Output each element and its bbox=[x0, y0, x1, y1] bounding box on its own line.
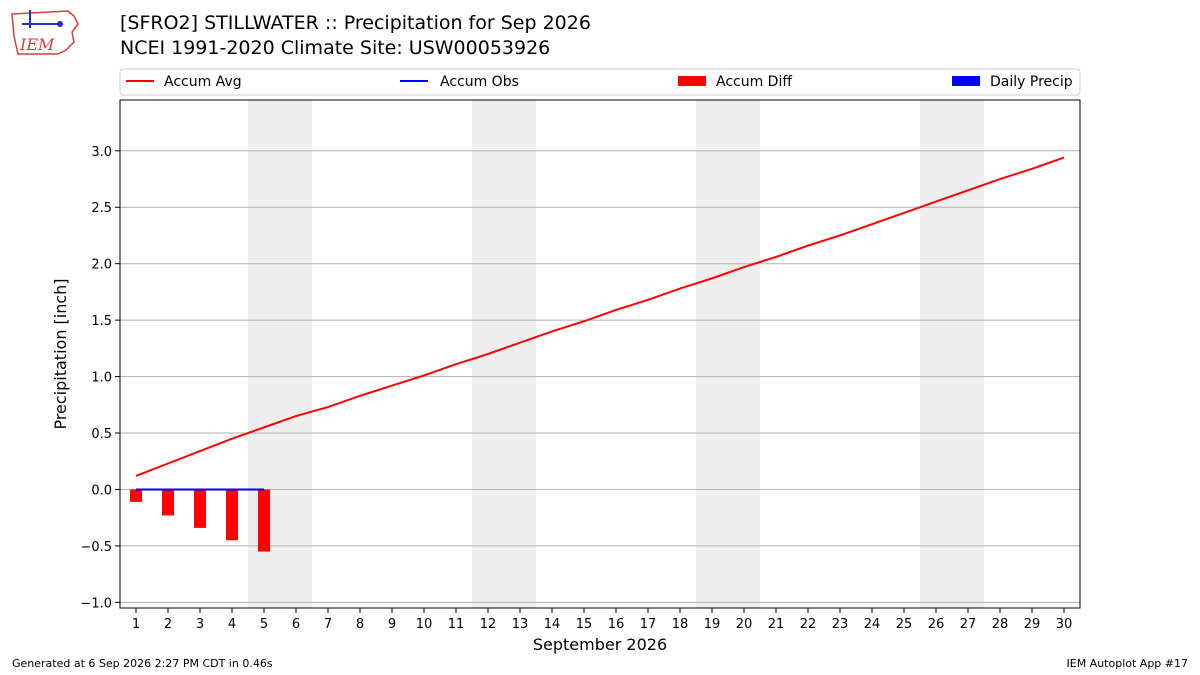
legend-accum-diff-label: Accum Diff bbox=[716, 74, 792, 90]
x-tick-label: 26 bbox=[928, 617, 945, 632]
chart-title: [SFRO2] STILLWATER :: Precipitation for … bbox=[120, 12, 591, 34]
x-tick-label: 25 bbox=[896, 617, 913, 632]
x-tick-label: 3 bbox=[196, 617, 204, 632]
x-tick-label: 16 bbox=[608, 617, 625, 632]
bar-accum-diff-day-1 bbox=[130, 489, 142, 502]
y-tick-label: 0.5 bbox=[91, 427, 112, 442]
x-tick-label: 22 bbox=[800, 617, 817, 632]
x-tick-label: 4 bbox=[228, 617, 236, 632]
y-tick-label: 1.0 bbox=[91, 371, 112, 386]
x-tick-label: 17 bbox=[640, 617, 657, 632]
legend-daily-precip-label: Daily Precip bbox=[990, 74, 1073, 90]
weekend-band-27 bbox=[952, 100, 984, 608]
y-tick-label: 2.0 bbox=[91, 258, 112, 273]
legend-daily-precip-swatch bbox=[952, 76, 980, 86]
x-tick-label: 1 bbox=[132, 617, 140, 632]
app-credit: IEM Autoplot App #17 bbox=[1066, 657, 1189, 670]
x-tick-label: 20 bbox=[736, 617, 753, 632]
y-axis-ticks: −1.0 −0.5 0.0 0.5 1.0 1.5 2.0 2.5 3.0 bbox=[80, 145, 120, 611]
x-tick-label: 8 bbox=[356, 617, 364, 632]
x-tick-label: 7 bbox=[324, 617, 332, 632]
weekend-band-20 bbox=[728, 100, 760, 608]
x-tick-label: 12 bbox=[480, 617, 497, 632]
line-accum-avg bbox=[135, 156, 1065, 477]
x-axis-ticks: 1 2 3 4 5 6 7 8 9 10 11 12 13 14 15 16 17 18 19 20 21 22 23 24 2… bbox=[132, 608, 1072, 632]
iem-logo: IEM bbox=[11, 10, 79, 55]
x-tick-label: 10 bbox=[416, 617, 433, 632]
logo-text: IEM bbox=[19, 35, 55, 54]
x-tick-label: 6 bbox=[292, 617, 300, 632]
x-tick-label: 15 bbox=[576, 617, 593, 632]
bars bbox=[130, 489, 270, 552]
legend-box bbox=[119, 68, 1081, 96]
x-tick-label: 14 bbox=[544, 617, 561, 632]
legend-accum-obs-label: Accum Obs bbox=[440, 74, 519, 90]
bar-accum-diff-day-3 bbox=[194, 489, 206, 528]
grid-lines bbox=[120, 150, 1080, 603]
bar-accum-diff-day-4 bbox=[226, 489, 238, 541]
x-tick-label: 13 bbox=[512, 617, 529, 632]
y-axis-label: Precipitation [inch] bbox=[51, 278, 70, 429]
weekend-shading bbox=[248, 100, 984, 608]
x-tick-label: 11 bbox=[448, 617, 465, 632]
y-tick-label: 3.0 bbox=[91, 145, 112, 160]
x-tick-label: 5 bbox=[260, 617, 268, 632]
weekend-band-13 bbox=[504, 100, 536, 608]
anemometer-cup bbox=[57, 21, 63, 27]
bar-accum-diff-day-2 bbox=[162, 489, 174, 516]
y-tick-label: 2.5 bbox=[91, 201, 112, 216]
x-tick-label: 9 bbox=[388, 617, 396, 632]
chart-subtitle: NCEI 1991-2020 Climate Site: USW00053926 bbox=[120, 37, 551, 59]
x-axis-label: September 2026 bbox=[533, 635, 667, 654]
x-tick-label: 19 bbox=[704, 617, 721, 632]
weekend-band-19 bbox=[696, 100, 728, 608]
x-tick-label: 28 bbox=[992, 617, 1009, 632]
y-tick-label: −0.5 bbox=[80, 540, 112, 555]
plot-frame bbox=[119, 99, 1081, 609]
x-tick-label: 21 bbox=[768, 617, 785, 632]
generated-note: Generated at 6 Sep 2026 2:27 PM CDT in 0… bbox=[12, 657, 273, 670]
x-tick-label: 30 bbox=[1056, 617, 1073, 632]
legend: Accum Avg Accum Obs Accum Diff Daily Precip bbox=[119, 68, 1081, 96]
y-tick-label: 1.5 bbox=[91, 314, 112, 329]
x-tick-label: 24 bbox=[864, 617, 881, 632]
weekend-band-6 bbox=[280, 100, 312, 608]
x-tick-label: 18 bbox=[672, 617, 689, 632]
bar-accum-diff-day-5 bbox=[258, 489, 270, 552]
y-tick-label: 0.0 bbox=[91, 483, 112, 498]
legend-accum-avg-label: Accum Avg bbox=[164, 74, 242, 90]
x-tick-label: 27 bbox=[960, 617, 977, 632]
weekend-band-26 bbox=[920, 100, 952, 608]
y-tick-label: −1.0 bbox=[80, 596, 112, 611]
legend-accum-diff-swatch bbox=[678, 76, 706, 86]
x-tick-label: 2 bbox=[164, 617, 172, 632]
lines bbox=[135, 156, 1065, 491]
x-tick-label: 23 bbox=[832, 617, 849, 632]
x-tick-label: 29 bbox=[1024, 617, 1041, 632]
